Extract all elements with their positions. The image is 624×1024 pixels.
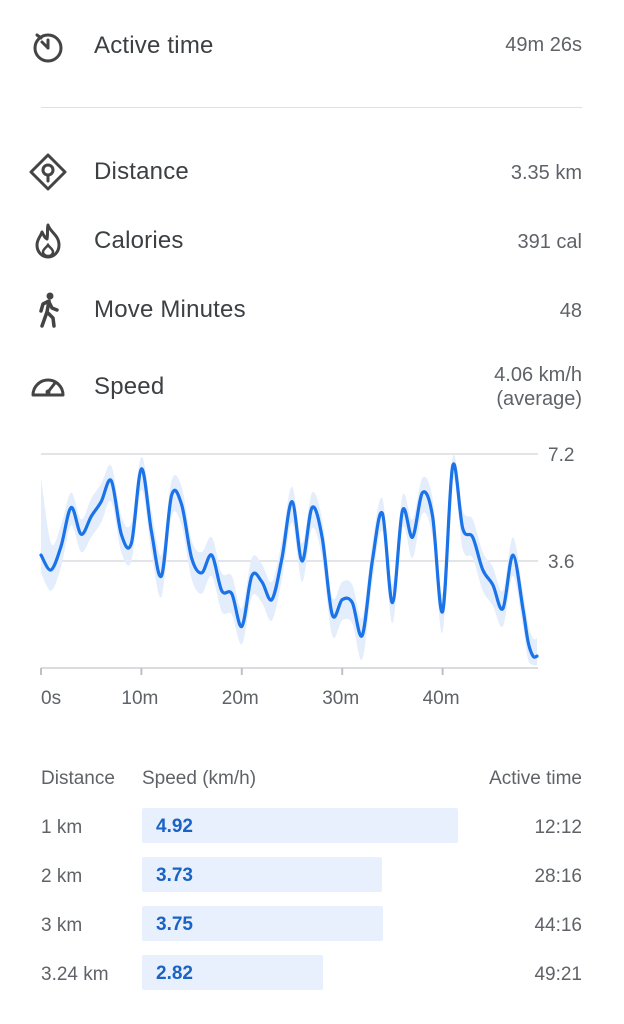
calories-row: Calories 391 cal [0,211,624,271]
split-row: 1 km 4.92 12:12 [0,808,624,848]
x-tick-label: 40m [423,688,460,709]
speed-value-main: 4.06 km/h [494,364,582,386]
speed-line [39,462,539,659]
split-speed-bar [142,906,383,941]
speed-label: Speed [94,373,165,400]
split-speed: 4.92 [156,816,193,837]
speed-chart: 7.2 3.6 0s 10m 20m 30m 40m [39,445,574,709]
split-speed-bar [142,955,323,990]
distance-value: 3.35 km [510,162,582,184]
active-time-label: Active time [94,32,214,59]
speed-value-note: (average) [496,388,582,410]
x-tick-label: 20m [222,688,259,709]
split-distance: 3 km [41,915,83,936]
walking-person-icon [28,290,68,330]
split-speed: 3.75 [156,914,193,935]
active-time-row: Active time 49m 26s [0,14,624,74]
split-time: 44:16 [534,915,582,936]
move-minutes-label: Move Minutes [94,296,246,323]
split-distance: 2 km [41,866,83,887]
split-speed: 2.82 [156,963,193,984]
split-time: 28:16 [534,866,582,887]
x-tick-label: 10m [121,688,158,709]
x-tick-label: 0s [41,688,61,709]
split-distance: 3.24 km [41,964,109,985]
calories-value: 391 cal [517,231,583,253]
split-row: 2 km 3.73 28:16 [0,857,624,897]
move-minutes-value: 48 [559,300,582,322]
distance-row: Distance 3.35 km [0,142,624,202]
divider [41,107,582,108]
flame-icon [28,221,68,261]
split-time: 12:12 [534,817,582,838]
split-distance: 1 km [41,817,83,838]
active-time-value: 49m 26s [505,34,582,56]
split-speed-bar [142,857,382,892]
distance-label: Distance [94,158,189,185]
move-minutes-row: Move Minutes 48 [0,280,624,340]
split-speed: 3.73 [156,865,193,886]
y-tick-label: 7.2 [548,445,574,466]
splits-header-distance: Distance [41,768,115,789]
speed-value: 4.06 km/h (average) [494,363,582,411]
location-diamond-icon [28,152,68,192]
speed-range-band [41,454,537,666]
speed-row: Speed 4.06 km/h (average) [0,355,624,415]
speedometer-icon [28,365,68,405]
split-time: 49:21 [534,964,582,985]
splits-header-time: Active time [489,768,582,789]
calories-label: Calories [94,227,184,254]
y-tick-label: 3.6 [548,552,574,573]
split-speed-bar [142,808,458,843]
split-row: 3.24 km 2.82 49:21 [0,955,624,995]
split-row: 3 km 3.75 44:16 [0,906,624,946]
splits-header-speed: Speed (km/h) [142,768,257,789]
timer-icon [28,26,68,66]
x-tick-label: 30m [322,688,359,709]
